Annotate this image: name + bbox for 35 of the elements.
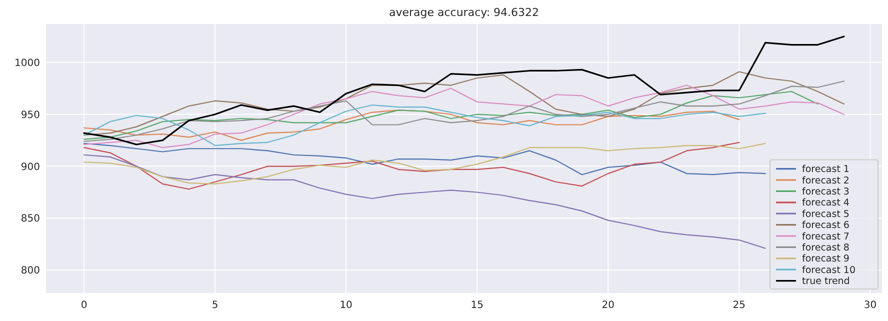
x-tick-label: 10: [340, 300, 352, 311]
x-tick-label: 0: [80, 300, 88, 311]
legend-label: true trend: [802, 276, 850, 288]
y-tick-label: 800: [20, 266, 40, 277]
line-series: [83, 80, 845, 142]
y-tick-label: 950: [20, 110, 40, 121]
line-series: [83, 142, 766, 176]
legend-label: forecast 2: [802, 175, 850, 186]
x-tick-label: 30: [864, 300, 877, 311]
line-series: [83, 104, 766, 146]
chart-title: average accuracy: 94.6322: [388, 6, 540, 19]
x-tick-label: 25: [732, 300, 746, 311]
y-tick-label: 850: [20, 214, 40, 225]
line-series: [83, 154, 766, 249]
x-tick-label: 20: [602, 300, 615, 311]
line-series: [83, 110, 740, 141]
y-tick-label: 900: [20, 162, 40, 173]
x-tick-label: 5: [212, 300, 218, 311]
line-series: [83, 36, 845, 146]
legend-label: forecast 7: [802, 231, 850, 242]
line-series: [83, 84, 845, 148]
line-series: [83, 142, 740, 190]
legend-label: forecast 1: [802, 164, 850, 176]
legend-label: forecast 5: [802, 208, 850, 220]
legend-label: forecast 4: [802, 198, 850, 209]
legend-label: forecast 8: [802, 242, 850, 254]
legend-label: forecast 3: [802, 186, 850, 198]
y-tick-label: 1000: [14, 58, 40, 69]
legend-label: forecast 6: [802, 220, 850, 232]
line-series: [83, 142, 766, 184]
legend-label: forecast 10: [802, 264, 856, 276]
legend-label: forecast 9: [802, 254, 850, 265]
line-series: [83, 90, 818, 140]
line-series: [83, 71, 845, 136]
x-tick-label: 15: [470, 300, 484, 311]
